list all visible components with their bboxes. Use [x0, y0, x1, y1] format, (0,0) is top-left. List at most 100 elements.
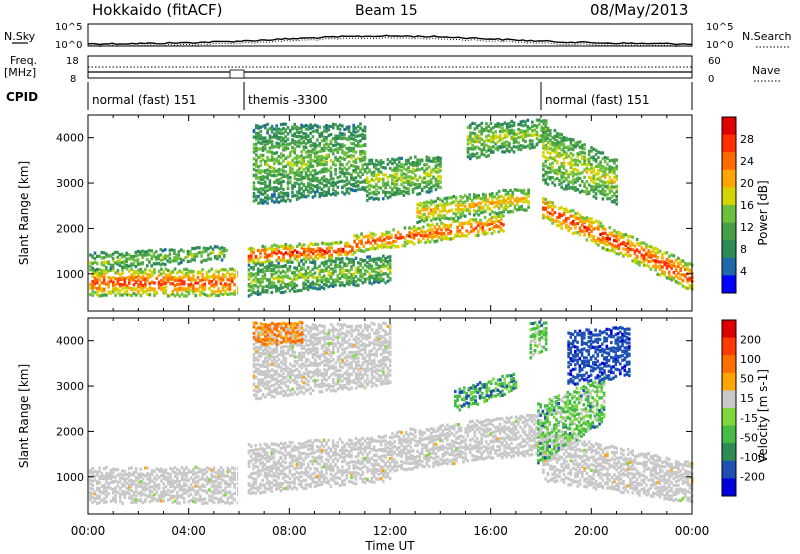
scatter-cell — [261, 464, 264, 469]
scatter-cell — [508, 132, 511, 136]
scatter-cell — [372, 162, 376, 166]
scatter-cell — [282, 179, 285, 184]
scatter-cell — [302, 471, 305, 475]
scatter-cell — [189, 470, 193, 474]
scatter-cell — [259, 462, 262, 466]
scatter-cell — [684, 273, 687, 277]
scatter-cell — [109, 253, 113, 257]
scatter-cell — [291, 253, 294, 257]
scatter-cell — [291, 271, 294, 275]
scatter-cell — [178, 282, 181, 286]
scatter-cell — [592, 158, 596, 162]
scatter-cell — [298, 160, 301, 164]
scatter-cell — [302, 145, 306, 149]
scatter-cell — [562, 146, 566, 150]
scatter-cell — [139, 480, 143, 484]
scatter-cell — [247, 282, 251, 287]
scatter-cell — [261, 145, 265, 149]
scatter-cell — [125, 257, 128, 261]
scatter-cell — [182, 267, 186, 271]
scatter-cell — [565, 184, 568, 188]
scatter-cell — [555, 160, 559, 164]
scatter-cell — [132, 500, 136, 504]
scatter-cell — [347, 279, 351, 283]
scatter-cell — [674, 273, 678, 278]
scatter-cell — [576, 163, 580, 167]
scatter-cell — [123, 480, 127, 484]
scatter-cell — [180, 276, 184, 280]
scatter-cell — [329, 183, 333, 187]
scatter-cell — [259, 261, 262, 265]
scatter-cell — [275, 124, 278, 128]
scatter-cell — [201, 278, 204, 282]
scatter-cell — [459, 194, 462, 199]
scatter-cell — [569, 209, 573, 213]
scatter-cell — [347, 276, 351, 280]
scatter-cell — [193, 255, 197, 259]
scatter-cell — [486, 219, 489, 224]
scatter-cell — [352, 283, 355, 287]
scatter-cell — [359, 274, 362, 278]
scatter-cell — [302, 286, 305, 290]
scatter-cell — [264, 170, 267, 174]
scatter-cell — [590, 179, 593, 183]
scatter-cell — [316, 266, 319, 270]
scatter-cell — [247, 257, 251, 261]
scatter-cell — [268, 483, 271, 487]
scatter-cell — [350, 267, 353, 271]
scatter-cell — [663, 263, 666, 267]
scatter-cell — [485, 135, 488, 139]
scatter-cell — [434, 187, 438, 192]
scatter-cell — [372, 170, 376, 174]
scatter-cell — [114, 468, 117, 472]
scatter-cell — [320, 459, 324, 463]
scatter-cell — [136, 258, 140, 262]
scatter-cell — [284, 474, 287, 479]
scatter-cell — [268, 262, 271, 266]
scatter-cell — [322, 143, 326, 147]
scatter-cell — [281, 290, 285, 295]
scatter-cell — [347, 154, 351, 158]
scatter-cell — [247, 449, 251, 453]
scatter-cell — [384, 166, 387, 170]
scatter-cell — [100, 272, 104, 276]
scatter-cell — [107, 254, 110, 258]
scatter-cell — [157, 261, 160, 266]
scatter-cell — [569, 186, 573, 190]
scatter-cell — [187, 269, 191, 273]
scatter-cell — [402, 185, 406, 189]
scatter-cell — [435, 222, 439, 226]
scatter-cell — [208, 275, 211, 279]
scatter-cell — [93, 279, 97, 283]
scatter-cell — [189, 276, 193, 280]
scatter-cell — [661, 260, 664, 264]
scatter-cell — [178, 487, 181, 491]
scatter-cell — [304, 440, 308, 445]
scatter-cell — [128, 483, 131, 487]
scatter-cell — [284, 486, 287, 490]
scatter-cell — [560, 136, 563, 141]
scatter-cell — [231, 267, 234, 271]
scatter-cell — [509, 203, 512, 207]
scatter-cell — [375, 261, 378, 265]
scatter-cell — [592, 187, 596, 191]
scatter-cell — [608, 167, 612, 171]
scatter-cell — [613, 229, 616, 233]
scatter-cell — [254, 482, 258, 486]
scatter-cell — [592, 174, 596, 178]
scatter-cell — [571, 185, 575, 189]
scatter-cell — [146, 466, 149, 470]
scatter-cell — [597, 237, 600, 241]
scatter-cell — [594, 148, 598, 152]
scatter-cell — [250, 254, 253, 258]
scatter-cell — [291, 138, 294, 142]
scatter-cell — [282, 159, 285, 163]
scatter-cell — [354, 134, 358, 138]
scatter-cell — [626, 250, 630, 254]
scatter-cell — [112, 467, 115, 471]
scatter-cell — [380, 232, 384, 236]
scatter-cell — [277, 159, 281, 163]
scatter-cell — [430, 189, 433, 193]
scatter-cell — [266, 255, 269, 259]
scatter-cell — [470, 218, 473, 222]
